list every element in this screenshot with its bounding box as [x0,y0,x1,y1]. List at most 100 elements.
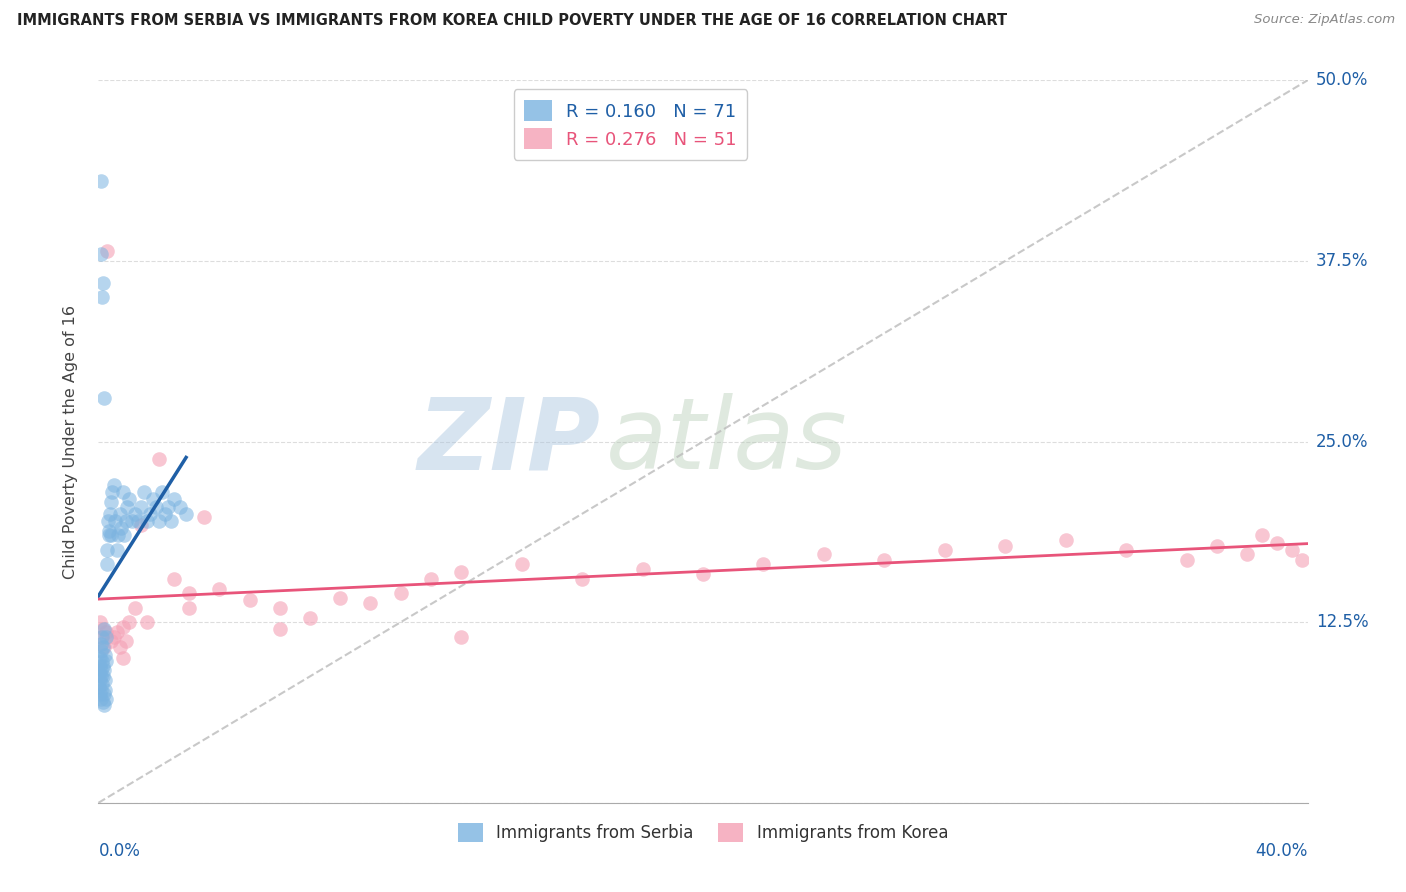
Point [104,514,127,528]
Point [179,600,201,615]
Point [110,521,132,535]
Point [94,625,117,640]
Point [91,290,114,304]
Point [93,698,115,712]
Point [91,276,114,290]
Point [90,683,112,698]
Text: atlas: atlas [606,393,848,490]
Point [139,507,162,521]
Point [100,634,122,648]
Point [89,665,111,680]
Point [813,547,835,561]
Point [329,591,352,605]
Point [360,596,382,610]
Point [96,558,118,572]
Point [105,542,128,557]
Point [1054,533,1077,547]
Point [129,500,152,514]
Point [124,600,146,615]
Point [103,478,125,492]
Point [91,668,114,682]
Point [89,651,111,665]
Point [1206,539,1229,553]
Point [93,623,115,637]
Point [420,572,443,586]
Point [450,630,472,644]
Point [873,553,896,567]
Point [127,514,149,528]
Point [118,615,141,630]
Point [103,630,125,644]
Point [90,630,112,644]
Point [90,174,112,188]
Point [112,528,135,542]
Point [1251,528,1274,542]
Point [269,600,291,615]
Point [105,625,128,640]
Point [208,582,231,596]
Point [93,391,115,405]
Point [111,619,134,633]
Point [160,514,183,528]
Point [87,680,110,694]
Point [90,654,112,668]
Point [91,640,114,654]
Legend: Immigrants from Serbia, Immigrants from Korea: Immigrants from Serbia, Immigrants from … [451,816,955,848]
Point [174,507,197,521]
Point [163,572,186,586]
Point [135,514,157,528]
Text: Source: ZipAtlas.com: Source: ZipAtlas.com [1254,13,1395,27]
Text: 25.0%: 25.0% [1316,433,1368,450]
Point [89,687,111,701]
Point [163,492,186,507]
Text: 12.5%: 12.5% [1316,613,1368,632]
Point [94,648,117,663]
Point [142,492,165,507]
Point [98,528,121,542]
Point [692,567,714,582]
Point [1236,547,1258,561]
Point [299,611,322,625]
Point [93,663,115,677]
Text: 40.0%: 40.0% [1256,842,1308,860]
Point [96,542,118,557]
Point [90,644,112,658]
Text: ZIP: ZIP [418,393,600,490]
Point [114,514,136,528]
Point [114,634,136,648]
Point [1175,553,1198,567]
Point [101,485,124,500]
Point [100,495,122,509]
Point [1291,553,1313,567]
Point [93,687,115,701]
Point [100,528,122,542]
Point [97,514,120,528]
Point [169,500,191,514]
Y-axis label: Child Poverty Under the Age of 16: Child Poverty Under the Age of 16 [63,304,77,579]
Point [193,509,215,524]
Point [94,691,117,706]
Point [90,246,112,260]
Point [94,683,117,698]
Point [269,623,291,637]
Text: IMMIGRANTS FROM SERBIA VS IMMIGRANTS FROM KOREA CHILD POVERTY UNDER THE AGE OF 1: IMMIGRANTS FROM SERBIA VS IMMIGRANTS FRO… [17,13,1007,29]
Point [132,485,155,500]
Point [96,244,118,258]
Point [91,658,114,673]
Text: 37.5%: 37.5% [1316,252,1368,270]
Point [90,691,112,706]
Point [148,514,170,528]
Point [111,485,134,500]
Point [1115,542,1137,557]
Point [156,500,179,514]
Point [91,677,114,691]
Point [90,637,112,651]
Point [135,615,157,630]
Point [150,485,173,500]
Point [91,695,114,709]
Point [89,673,111,687]
Point [450,565,472,579]
Point [94,630,117,644]
Point [124,507,146,521]
Point [631,562,654,576]
